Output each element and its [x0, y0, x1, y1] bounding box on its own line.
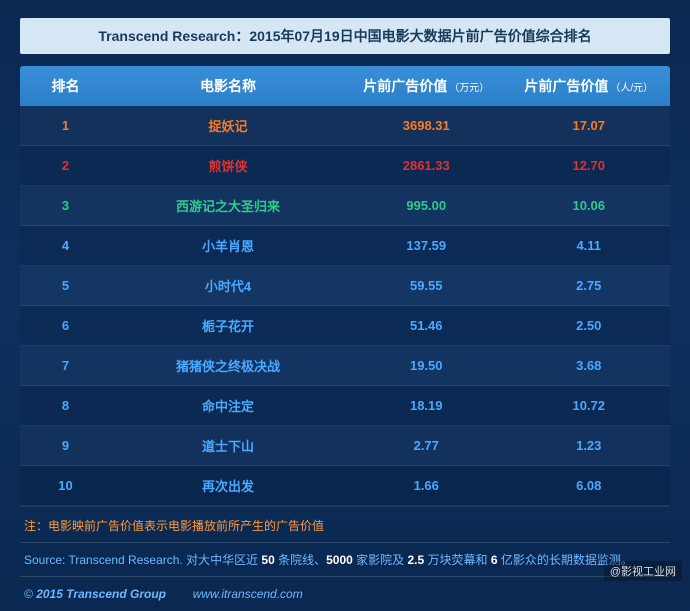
- cell-val1: 995.00: [345, 186, 508, 225]
- report-title: Transcend Research：2015年07月19日中国电影大数据片前广…: [20, 18, 670, 54]
- cell-name: 再次出发: [111, 466, 345, 505]
- table-row: 3西游记之大圣归来995.0010.06: [20, 186, 670, 226]
- cell-val1: 2.77: [345, 426, 508, 465]
- watermark: @影视工业网: [604, 561, 682, 581]
- cell-rank: 10: [20, 466, 111, 505]
- source-line: Source: Transcend Research. 对大中华区近 50 条院…: [20, 542, 670, 577]
- cell-rank: 7: [20, 346, 111, 385]
- report-container: Transcend Research：2015年07月19日中国电影大数据片前广…: [0, 0, 690, 611]
- cell-rank: 2: [20, 146, 111, 185]
- copyright-group: Transcend Group: [66, 587, 166, 601]
- cell-val2: 10.06: [508, 186, 671, 225]
- cell-rank: 5: [20, 266, 111, 305]
- table-header: 排名 电影名称 片前广告价值 （万元） 片前广告价值 （人/元）: [20, 66, 670, 106]
- cell-rank: 8: [20, 386, 111, 425]
- cell-rank: 3: [20, 186, 111, 225]
- cell-val2: 10.72: [508, 386, 671, 425]
- col-header-rank: 排名: [20, 66, 111, 106]
- cell-name: 道士下山: [111, 426, 345, 465]
- cell-rank: 6: [20, 306, 111, 345]
- cell-name: 猪猪侠之终极决战: [111, 346, 345, 385]
- source-t3: 万块荧幕和: [424, 553, 491, 567]
- col-header-val1-unit: （万元）: [449, 79, 489, 94]
- table-row: 10再次出发1.666.08: [20, 466, 670, 506]
- copyright-symbol: ©: [24, 587, 36, 601]
- table-row: 2煎饼侠2861.3312.70: [20, 146, 670, 186]
- copyright-line: © 2015 Transcend Group www.itranscend.co…: [20, 577, 670, 611]
- cell-rank: 1: [20, 106, 111, 145]
- table-row: 4小羊肖恩137.594.11: [20, 226, 670, 266]
- cell-name: 西游记之大圣归来: [111, 186, 345, 225]
- cell-name: 小羊肖恩: [111, 226, 345, 265]
- cell-val1: 19.50: [345, 346, 508, 385]
- source-n2: 5000: [326, 553, 353, 567]
- source-n1: 50: [261, 553, 274, 567]
- cell-name: 煎饼侠: [111, 146, 345, 185]
- copyright-url: www.itranscend.com: [193, 587, 303, 601]
- table-row: 1捉妖记3698.3117.07: [20, 106, 670, 146]
- cell-rank: 4: [20, 226, 111, 265]
- cell-val2: 12.70: [508, 146, 671, 185]
- col-header-val1-text: 片前广告价值: [363, 76, 447, 96]
- copyright-year: 2015: [36, 587, 66, 601]
- cell-val2: 2.50: [508, 306, 671, 345]
- cell-val2: 2.75: [508, 266, 671, 305]
- cell-val2: 1.23: [508, 426, 671, 465]
- footnote: 注：电影映前广告价值表示电影播放前所产生的广告价值: [20, 506, 670, 540]
- source-n3: 2.5: [408, 553, 425, 567]
- ranking-table: 排名 电影名称 片前广告价值 （万元） 片前广告价值 （人/元） 1捉妖记369…: [20, 66, 670, 506]
- col-header-val2-unit: （人/元）: [610, 79, 653, 94]
- cell-name: 捉妖记: [111, 106, 345, 145]
- col-header-name: 电影名称: [111, 66, 345, 106]
- source-prefix: Source: Transcend Research. 对大中华区近: [24, 553, 261, 567]
- table-row: 5小时代459.552.75: [20, 266, 670, 306]
- cell-val2: 6.08: [508, 466, 671, 505]
- table-body: 1捉妖记3698.3117.072煎饼侠2861.3312.703西游记之大圣归…: [20, 106, 670, 506]
- table-row: 7猪猪侠之终极决战19.503.68: [20, 346, 670, 386]
- cell-val1: 1.66: [345, 466, 508, 505]
- source-n4: 6: [491, 553, 498, 567]
- cell-name: 栀子花开: [111, 306, 345, 345]
- source-t1: 条院线、: [275, 553, 326, 567]
- cell-val1: 59.55: [345, 266, 508, 305]
- cell-val1: 51.46: [345, 306, 508, 345]
- table-row: 9道士下山2.771.23: [20, 426, 670, 466]
- cell-name: 小时代4: [111, 266, 345, 305]
- table-row: 8命中注定18.1910.72: [20, 386, 670, 426]
- cell-val2: 4.11: [508, 226, 671, 265]
- source-t2: 家影院及: [353, 553, 408, 567]
- cell-val2: 3.68: [508, 346, 671, 385]
- col-header-val2: 片前广告价值 （人/元）: [508, 66, 671, 106]
- cell-val1: 18.19: [345, 386, 508, 425]
- cell-val1: 2861.33: [345, 146, 508, 185]
- cell-val1: 137.59: [345, 226, 508, 265]
- col-header-val1: 片前广告价值 （万元）: [345, 66, 508, 106]
- cell-name: 命中注定: [111, 386, 345, 425]
- col-header-val2-text: 片前广告价值: [524, 76, 608, 96]
- cell-val1: 3698.31: [345, 106, 508, 145]
- cell-rank: 9: [20, 426, 111, 465]
- cell-val2: 17.07: [508, 106, 671, 145]
- table-row: 6栀子花开51.462.50: [20, 306, 670, 346]
